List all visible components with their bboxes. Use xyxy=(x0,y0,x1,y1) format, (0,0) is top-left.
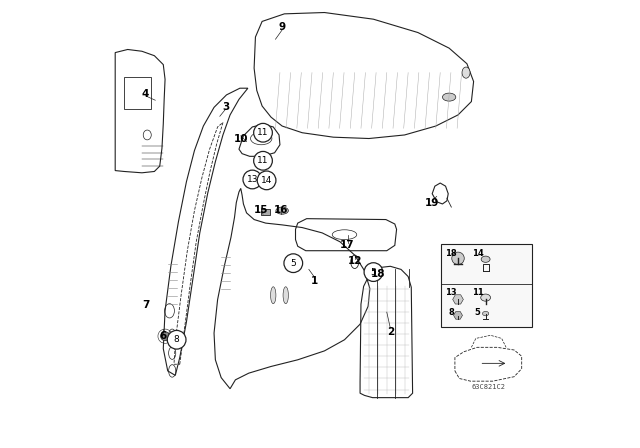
Circle shape xyxy=(257,171,276,190)
Ellipse shape xyxy=(276,207,289,214)
Text: 18: 18 xyxy=(445,249,457,258)
Text: 14: 14 xyxy=(472,249,483,258)
Bar xyxy=(124,77,151,109)
Circle shape xyxy=(167,331,186,349)
Text: 19: 19 xyxy=(425,198,440,207)
Text: 13: 13 xyxy=(246,175,258,184)
Circle shape xyxy=(253,151,273,170)
Text: 17: 17 xyxy=(340,241,355,250)
Text: 4: 4 xyxy=(142,89,149,99)
Bar xyxy=(441,244,532,327)
Text: 12: 12 xyxy=(348,255,362,266)
Ellipse shape xyxy=(483,311,489,316)
Text: 6: 6 xyxy=(159,331,167,341)
Text: 13: 13 xyxy=(445,288,457,297)
Ellipse shape xyxy=(442,93,456,101)
Circle shape xyxy=(243,170,262,189)
Text: 2: 2 xyxy=(387,327,394,337)
Text: 14: 14 xyxy=(261,176,272,185)
Text: 1: 1 xyxy=(311,276,318,286)
Text: 16: 16 xyxy=(273,205,288,215)
Ellipse shape xyxy=(283,287,289,304)
Circle shape xyxy=(364,263,383,281)
Text: 7: 7 xyxy=(142,300,149,310)
Polygon shape xyxy=(452,295,463,304)
Text: 10: 10 xyxy=(234,134,248,143)
Text: 3: 3 xyxy=(222,102,229,112)
Ellipse shape xyxy=(481,256,490,263)
Ellipse shape xyxy=(462,67,470,78)
Text: 63C821C2: 63C821C2 xyxy=(471,383,506,389)
Text: 5: 5 xyxy=(475,308,481,317)
Text: 8: 8 xyxy=(174,335,179,344)
Ellipse shape xyxy=(481,294,490,301)
Text: 18: 18 xyxy=(371,269,385,279)
Ellipse shape xyxy=(271,287,276,304)
Text: 15: 15 xyxy=(254,205,269,215)
Circle shape xyxy=(452,252,464,265)
Text: 11: 11 xyxy=(472,288,483,297)
Bar xyxy=(261,209,270,215)
Text: 8: 8 xyxy=(448,308,454,317)
Text: 5: 5 xyxy=(371,267,376,276)
Text: 9: 9 xyxy=(278,22,285,32)
Text: 11: 11 xyxy=(257,156,269,165)
Circle shape xyxy=(161,332,170,340)
Text: 11: 11 xyxy=(257,128,269,137)
Polygon shape xyxy=(454,311,463,319)
Circle shape xyxy=(253,123,273,142)
Text: 5: 5 xyxy=(291,258,296,267)
Circle shape xyxy=(284,254,303,272)
